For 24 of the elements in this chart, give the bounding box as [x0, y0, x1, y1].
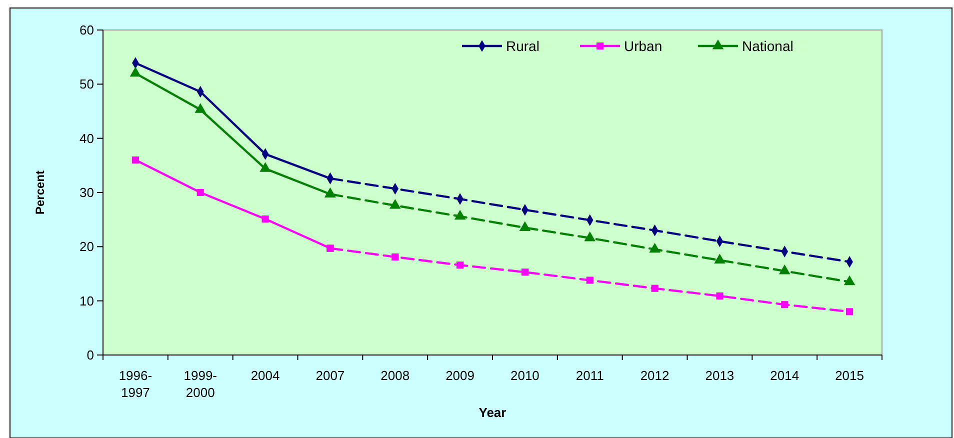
- legend-label: Urban: [624, 38, 662, 54]
- x-tick-label: 1999-2000: [184, 368, 217, 400]
- x-axis-title: Year: [478, 405, 506, 420]
- y-axis-title: Percent: [33, 170, 47, 215]
- x-tick-label: 2014: [770, 368, 800, 383]
- legend-label: Rural: [506, 38, 540, 54]
- x-tick-label: 1996-1997: [118, 368, 152, 400]
- y-tick-label: 20: [80, 239, 94, 254]
- x-tick-label: 2009: [446, 368, 475, 383]
- y-tick-label: 40: [80, 130, 94, 146]
- x-tick-label: 2007: [316, 368, 345, 383]
- x-tick-label: 2011: [576, 368, 604, 383]
- y-tick-label: 30: [80, 185, 94, 200]
- x-tick-label: 2012: [640, 368, 670, 383]
- y-tick-label: 0: [86, 348, 94, 363]
- legend-label: National: [742, 38, 794, 54]
- x-tick-label: 2015: [835, 368, 864, 383]
- x-tick-label: 2013: [705, 368, 734, 383]
- x-tick-label: 2004: [250, 368, 280, 383]
- y-tick-label: 50: [80, 76, 94, 92]
- x-tick-label: 2008: [380, 368, 410, 383]
- y-tick-label: 60: [80, 22, 94, 38]
- x-tick-label: 2010: [510, 368, 540, 383]
- y-tick-label: 10: [80, 293, 94, 308]
